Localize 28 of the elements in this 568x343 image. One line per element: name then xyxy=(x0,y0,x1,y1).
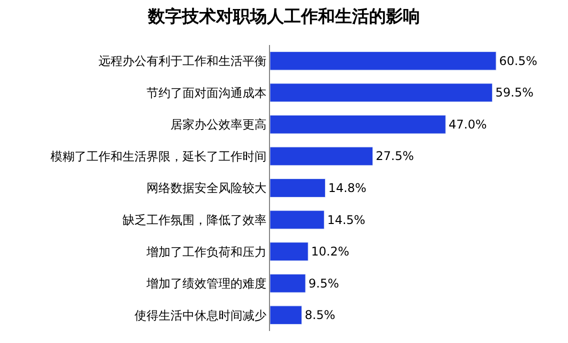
bar xyxy=(270,306,302,325)
bar xyxy=(270,242,308,262)
y-tick-label: 使得生活中休息时间减少 xyxy=(134,308,267,322)
y-tick-label: 远程办公有利于工作和生活平衡 xyxy=(98,54,267,68)
bar xyxy=(270,146,374,166)
chart-title: 数字技术对职场人工作和生活的影响 xyxy=(147,7,420,28)
data-label: 9.5% xyxy=(308,276,339,290)
y-tick-label: 增加了工作负荷和压力 xyxy=(146,244,267,259)
data-label: 27.5% xyxy=(376,149,414,164)
data-label: 47.0% xyxy=(448,117,487,132)
data-label: 60.5% xyxy=(499,54,538,68)
bar xyxy=(270,114,446,134)
y-tick-label: 模糊了工作和生活界限，延长了工作时间 xyxy=(50,149,267,164)
data-label: 8.5% xyxy=(304,308,336,322)
y-tick-label: 缺乏工作氛围，降低了效率 xyxy=(122,212,267,227)
y-tick-label: 增加了绩效管理的难度 xyxy=(146,276,267,291)
data-label: 59.5% xyxy=(495,86,534,100)
bar xyxy=(270,178,326,198)
data-label: 10.2% xyxy=(311,244,350,259)
bar xyxy=(270,210,324,230)
bar xyxy=(270,274,306,293)
bar xyxy=(270,83,493,102)
bar xyxy=(270,51,496,70)
data-label: 14.5% xyxy=(327,212,366,227)
data-label: 14.8% xyxy=(328,181,366,195)
y-tick-label: 节约了面对面沟通成本 xyxy=(146,86,267,100)
y-tick-label: 网络数据安全风险较大 xyxy=(146,181,267,196)
y-tick-label: 居家办公效率更高 xyxy=(170,118,267,132)
